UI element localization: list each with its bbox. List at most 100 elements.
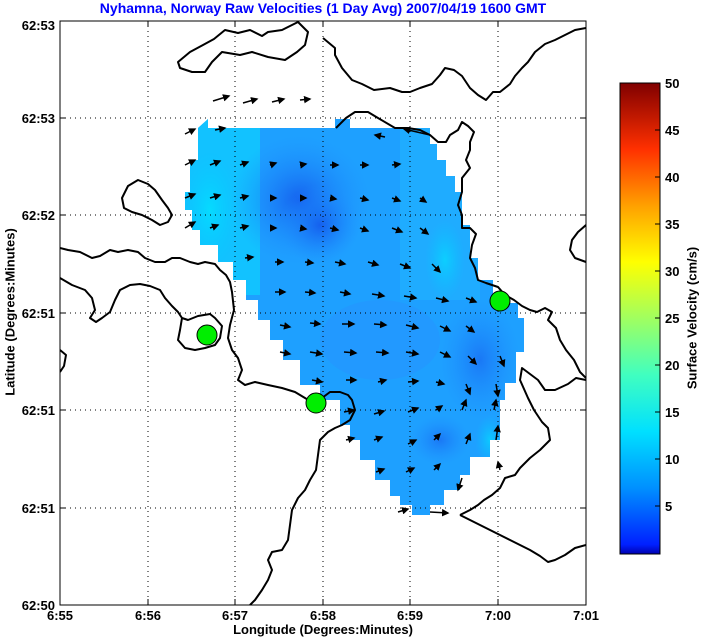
velocity-arrow [214,125,227,133]
velocity-arrow [429,508,450,517]
velocity-arrow [239,193,250,202]
colorbar-tick-label: 30 [665,264,679,279]
velocity-arrow [299,95,312,104]
y-tick-labels: 62:50 62:51 62:51 62:51 62:52 62:53 62:5… [22,18,55,613]
colorbar-tick-label: 15 [665,405,679,420]
velocity-arrow [403,293,418,301]
velocity-arrow [434,405,444,413]
station-east [489,290,511,312]
velocity-arrow [184,192,197,200]
velocity-arrow [367,259,380,267]
y-tick-label: 62:53 [22,18,55,33]
velocity-arrow [433,462,442,471]
velocity-arrow [493,424,501,441]
velocity-arrow [311,377,324,385]
velocity-arrow [334,259,347,267]
velocity-arrow [239,160,250,168]
velocity-arrow [439,324,452,332]
velocity-arrow [339,289,352,297]
colorbar [619,82,661,555]
velocity-arrow [495,460,504,471]
velocity-arrow [407,406,420,414]
velocity-arrow [391,161,402,169]
velocity-arrow [464,383,472,396]
velocity-arrow [271,96,286,105]
velocity-arrow [467,355,478,366]
x-tick-labels: 6:55 6:56 6:57 6:58 6:59 7:00 7:01 [47,608,599,623]
colorbar-tick-labels: 50 45 40 35 30 25 20 15 10 5 [665,76,679,514]
velocity-arrow [419,227,430,235]
velocity-arrow [279,349,292,357]
velocity-arrow [493,383,501,398]
colorbar-tick-label: 40 [665,170,679,185]
velocity-arrow [209,223,220,231]
x-tick-label: 6:59 [397,608,423,623]
velocity-arrow [373,132,386,140]
velocity-arrow [309,319,322,328]
velocity-arrow [405,467,416,475]
colorbar-tick-label: 50 [665,76,679,91]
velocity-arrow [343,348,358,357]
velocity-arrow [465,296,478,304]
velocity-arrow [391,195,402,203]
velocity-arrow [435,378,446,387]
velocity-arrow [391,226,404,234]
velocity-arrow [375,467,386,475]
stations [196,290,511,414]
velocity-arrow [418,195,428,203]
velocity-arrow [184,159,197,167]
velocity-arrow [304,258,315,266]
velocity-arrow [239,223,250,232]
velocity-arrow [373,320,388,329]
velocity-arrow [209,193,222,201]
velocity-arrow [329,194,338,202]
velocity-arrow [329,224,340,233]
x-tick-label: 6:56 [135,608,161,623]
velocity-arrow [309,349,324,357]
velocity-arrow [491,398,499,411]
velocity-arrow [377,377,388,386]
y-tick-label: 62:51 [22,501,55,516]
x-tick-label: 6:58 [310,608,336,623]
velocity-arrow [184,221,197,229]
velocity-arrow [279,322,292,330]
velocity-arrow [373,409,386,417]
velocity-arrow [242,97,259,105]
colorbar-tick-label: 45 [665,123,679,138]
colorbar-tick-label: 5 [665,499,672,514]
colorbar-tick-label: 10 [665,452,679,467]
y-tick-label: 62:51 [22,306,55,321]
velocity-arrow [397,507,410,515]
velocity-arrow [456,477,464,492]
velocity-arrow [405,322,420,331]
velocity-arrow [209,159,222,167]
chart-title: Nyhamna, Norway Raw Velocities (1 Day Av… [99,0,547,16]
velocity-arrows [184,94,506,517]
velocity-arrow [465,325,476,333]
colorbar-tick-label: 35 [665,217,679,232]
velocity-arrow [359,194,370,203]
colorbar-tick-label: 20 [665,358,679,373]
coastline [60,21,586,605]
velocity-arrow [399,262,412,270]
velocity-arrow [405,349,420,357]
velocity-arrow [244,254,255,262]
velocity-arrow [269,161,278,169]
x-tick-label: 6:57 [222,608,248,623]
velocity-arrow [375,348,390,357]
x-tick-label: 6:55 [47,608,73,623]
velocity-arrow [464,432,472,445]
velocity-arrow [371,291,386,299]
colorbar-ticks [655,82,660,507]
velocity-arrow [439,350,452,358]
velocity-arrow [460,398,468,411]
velocity-arrow [343,407,356,415]
colorbar-label: Surface Velocity (cm/s) [684,246,700,390]
y-axis [60,117,586,509]
velocity-arrow [498,355,506,368]
y-axis-label: Latitude (Degrees:Minutes) [2,228,18,396]
velocity-arrow [359,225,370,233]
y-tick-label: 62:53 [22,111,55,126]
velocity-arrow [433,432,442,441]
